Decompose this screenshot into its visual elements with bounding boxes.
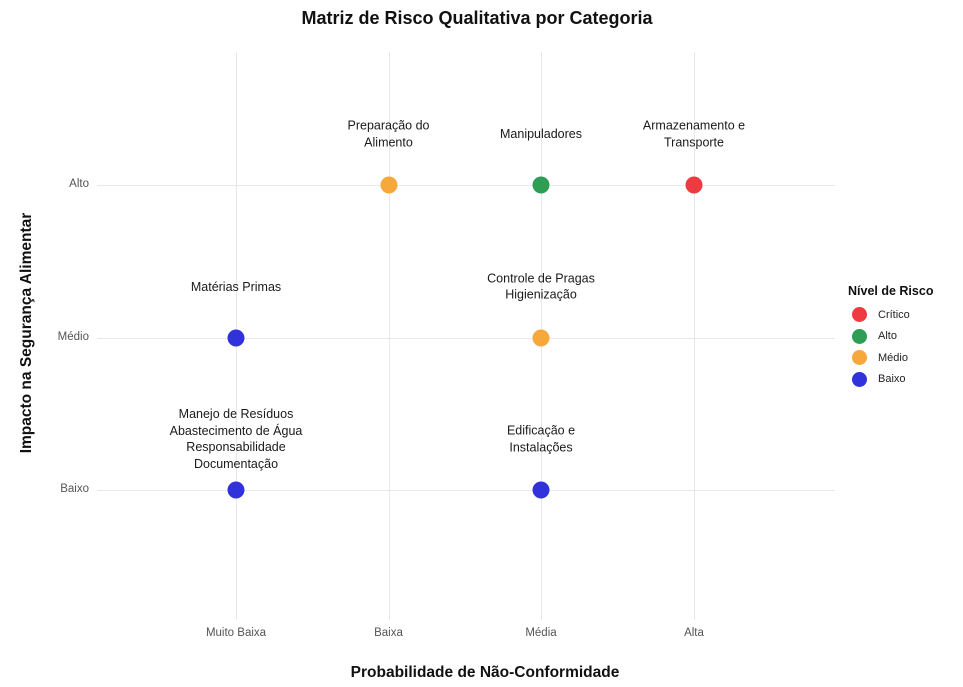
point-label: Matérias Primas: [190, 279, 282, 294]
x-axis-title: Probabilidade de Não-Conformidade: [350, 664, 620, 681]
data-point[interactable]: [227, 481, 245, 499]
y-tick-label: Médio: [57, 330, 89, 343]
data-point[interactable]: [532, 176, 550, 194]
x-gridline: [694, 52, 695, 620]
legend: Nível de Risco Crítico Alto Médio Baixo: [848, 284, 933, 390]
legend-item-label: Baixo: [878, 373, 906, 386]
data-point[interactable]: [532, 329, 550, 346]
point-label: Controle de Pragas Higienização: [487, 271, 595, 302]
data-point[interactable]: [380, 176, 397, 194]
legend-swatch-icon: [852, 307, 867, 323]
point-label: Manipuladores: [500, 126, 582, 141]
x-tick-label: Muito Baixa: [205, 627, 267, 639]
legend-swatch-icon: [852, 350, 867, 366]
x-tick-label: Baixa: [374, 627, 403, 639]
legend-item-label: Médio: [878, 351, 908, 364]
legend-item-label: Crítico: [878, 308, 910, 321]
data-point[interactable]: [685, 176, 703, 194]
legend-item-label: Alto: [878, 330, 897, 343]
y-gridline: [97, 337, 835, 339]
legend-item-medio[interactable]: Médio: [848, 347, 933, 369]
x-gridline: [388, 52, 390, 620]
data-point[interactable]: [227, 329, 245, 346]
data-point[interactable]: [532, 481, 550, 499]
legend-item-alto[interactable]: Alto: [848, 326, 933, 348]
y-gridline: [97, 185, 835, 186]
chart-title: Matriz de Risco Qualitativa por Categori…: [301, 8, 653, 28]
legend-items: Crítico Alto Médio Baixo: [848, 304, 933, 390]
x-tick-label: Média: [525, 627, 557, 639]
y-tick-label: Baixo: [60, 483, 89, 495]
legend-swatch-icon: [852, 328, 867, 344]
point-label: Manejo de Resíduos Abastecimento de Água R…: [169, 407, 303, 471]
legend-item-baixo[interactable]: Baixo: [848, 369, 933, 391]
y-gridline: [97, 490, 835, 491]
legend-swatch-icon: [852, 371, 867, 387]
y-tick-label: Alto: [69, 178, 89, 190]
x-tick-label: Alta: [684, 627, 704, 639]
legend-title: Nível de Risco: [848, 284, 934, 298]
point-label: Armazenamento e Transporte: [642, 118, 746, 150]
point-label: Edificação e Instalações: [506, 423, 576, 455]
legend-item-critico[interactable]: Crítico: [848, 304, 933, 326]
point-label: Preparação do Alimento: [347, 118, 430, 150]
